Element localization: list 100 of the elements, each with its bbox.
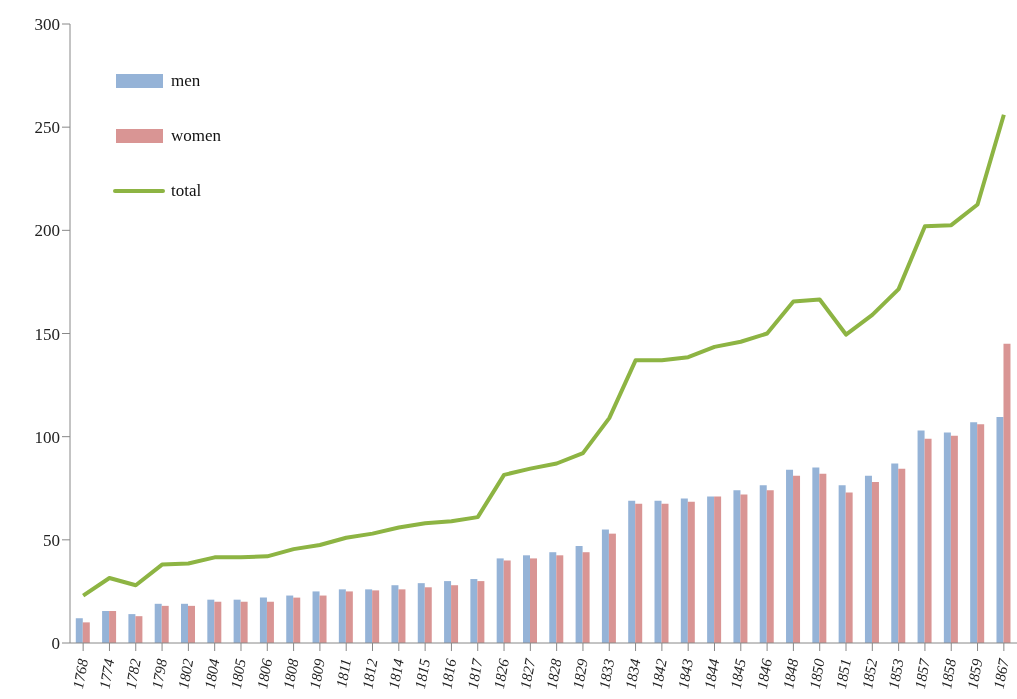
bar [575, 546, 583, 643]
x-tick-label: 1834 [622, 657, 644, 690]
bar [75, 618, 83, 643]
x-tick-label: 1843 [675, 657, 697, 690]
x-tick-label: 1846 [754, 657, 776, 690]
x-tick-label: 1853 [885, 657, 907, 690]
bar [759, 485, 767, 643]
legend-label: men [171, 70, 201, 91]
bar [181, 603, 189, 643]
x-tick-label: 1850 [806, 657, 828, 690]
bar [417, 583, 425, 643]
bar [943, 432, 951, 643]
x-tick-label: 1782 [122, 657, 144, 690]
legend-label: total [171, 180, 202, 201]
bar [733, 490, 741, 643]
bar [529, 558, 537, 643]
bar [970, 422, 978, 643]
x-tick-label: 1857 [911, 656, 934, 690]
bar [503, 560, 511, 643]
bar [601, 529, 609, 643]
bar [233, 599, 241, 643]
bar [477, 581, 485, 643]
bar [635, 503, 643, 643]
bar [338, 589, 346, 643]
bar [345, 591, 353, 643]
bar [128, 614, 136, 643]
bar [451, 585, 459, 643]
x-tick-label: 1859 [964, 657, 986, 690]
bar [391, 585, 399, 643]
bar [266, 601, 274, 643]
bar [812, 467, 820, 643]
bar [898, 468, 906, 643]
x-tick-label: 1816 [438, 657, 460, 690]
bar [864, 475, 872, 643]
bar [740, 494, 748, 643]
y-tick-label: 250 [34, 118, 60, 138]
bar [424, 587, 432, 643]
x-tick-label: 1804 [201, 657, 223, 690]
bar [838, 485, 846, 643]
bar [707, 496, 715, 643]
bar [654, 500, 662, 643]
x-tick-label: 1812 [359, 657, 381, 690]
bar [398, 589, 406, 643]
legend-label: women [171, 125, 222, 146]
x-tick-label: 1827 [517, 656, 539, 690]
bar [977, 424, 985, 643]
x-tick-label: 1815 [412, 657, 434, 690]
x-tick-label: 1842 [648, 657, 670, 690]
bar [259, 597, 267, 643]
bar [793, 475, 801, 643]
x-tick-label: 1848 [780, 657, 802, 690]
x-tick-label: 1828 [543, 657, 565, 690]
bar [135, 616, 143, 643]
bar [661, 503, 669, 643]
bar [293, 597, 301, 643]
bar [207, 599, 215, 643]
x-tick-label: 1774 [96, 657, 118, 690]
x-tick-label: 1805 [227, 657, 249, 690]
bar [582, 552, 590, 643]
bar [319, 595, 327, 643]
bar [470, 579, 478, 643]
y-tick-label: 50 [43, 530, 60, 550]
bar [286, 595, 294, 643]
bar [924, 438, 932, 643]
bar [496, 558, 504, 643]
bar [154, 603, 162, 643]
y-tick-label: 0 [51, 634, 60, 654]
bar [214, 601, 222, 643]
y-tick-label: 300 [34, 15, 60, 35]
bar [680, 498, 688, 643]
bar [917, 430, 925, 643]
bar [714, 496, 722, 643]
bar [556, 555, 564, 643]
x-tick-label: 1798 [148, 657, 171, 690]
bar [996, 417, 1004, 643]
x-tick-label: 1844 [701, 657, 723, 690]
bar [819, 473, 827, 643]
bar [628, 500, 636, 643]
line-series [81, 112, 1006, 598]
x-tick-label: 1829 [569, 657, 591, 690]
x-tick-label: 1814 [385, 657, 407, 690]
x-tick-label: 1845 [727, 657, 749, 690]
x-tick-label: 1811 [333, 657, 355, 689]
x-tick-label: 1802 [175, 657, 197, 690]
y-tick-label: 150 [34, 324, 60, 344]
bar [365, 589, 373, 643]
y-tick-label: 200 [34, 221, 60, 241]
x-tick-label: 1809 [306, 657, 328, 690]
bar [845, 492, 853, 643]
bar [161, 605, 169, 643]
bar [109, 611, 117, 643]
bar [871, 482, 879, 643]
x-tick-label: 1852 [859, 657, 881, 690]
bar [786, 469, 794, 643]
bar [102, 611, 110, 643]
bar [312, 591, 320, 643]
x-tick-label: 1817 [464, 656, 486, 690]
x-tick-label: 1808 [280, 657, 302, 690]
x-tick-label: 1858 [938, 657, 960, 690]
x-tick-label: 1867 [990, 656, 1012, 690]
